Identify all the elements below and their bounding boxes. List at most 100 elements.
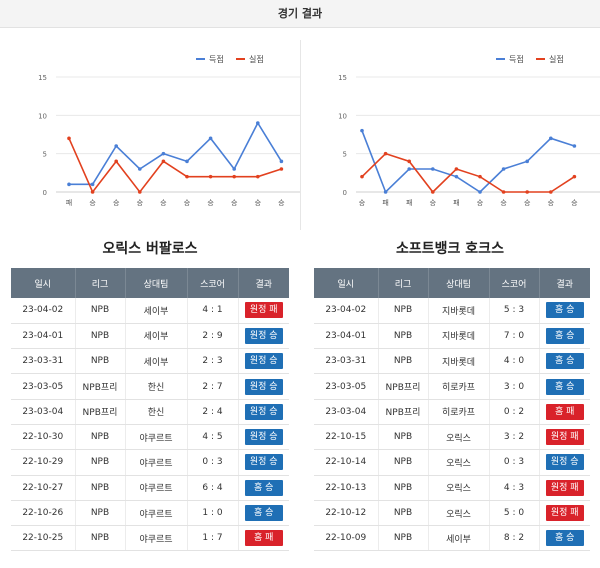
data-point-scored bbox=[478, 190, 482, 194]
x-tick-label: 승 bbox=[430, 199, 437, 207]
data-point-scored bbox=[407, 167, 411, 171]
cell-score: 8 : 2 bbox=[489, 525, 540, 552]
y-tick-label: 15 bbox=[338, 74, 347, 82]
data-point-conceded bbox=[572, 174, 577, 179]
table-row: 22-10-12 NPB 오릭스 5 : 0 원정 패 bbox=[314, 500, 590, 527]
cell-opponent: 세이부 bbox=[125, 323, 188, 350]
cell-score: 2 : 9 bbox=[187, 323, 239, 350]
x-tick-label: 패 bbox=[66, 198, 72, 207]
team-title-softbank: 소프트뱅크 호크스 bbox=[396, 241, 504, 257]
cell-league: NPB bbox=[378, 323, 429, 350]
x-tick-label: 승 bbox=[278, 199, 285, 207]
panel-divider bbox=[300, 40, 301, 230]
table-row: 23-03-04 NPB프리 한신 2 : 4 원정 승 bbox=[11, 399, 289, 425]
cell-date: 22-10-15 bbox=[314, 424, 379, 451]
data-point-scored bbox=[525, 159, 529, 164]
y-tick-label: 10 bbox=[38, 112, 47, 120]
cell-score: 5 : 3 bbox=[489, 298, 540, 324]
x-tick-label: 승 bbox=[207, 199, 214, 207]
result-badge: 원정 패 bbox=[244, 302, 283, 319]
x-tick-label: 승 bbox=[359, 199, 366, 207]
table-row: 22-10-26 NPB 야쿠르트 1 : 0 홈 승 bbox=[11, 500, 289, 527]
cell-opponent: 지바롯데 bbox=[428, 348, 490, 375]
cell-league: NPB bbox=[378, 525, 429, 552]
cell-opponent: 한신 bbox=[125, 373, 188, 400]
data-point-scored bbox=[431, 167, 435, 171]
x-tick-label: 패 bbox=[382, 198, 388, 207]
x-tick-label: 승 bbox=[477, 199, 484, 207]
cell-league: NPB프리 bbox=[378, 373, 429, 400]
data-point-scored bbox=[185, 159, 189, 164]
data-point-scored bbox=[161, 151, 166, 156]
cell-league: NPB프리 bbox=[75, 373, 126, 400]
table-row: 23-03-05 NPB프리 한신 2 : 7 원정 승 bbox=[11, 373, 289, 400]
cell-result: 홈 승 bbox=[238, 475, 289, 501]
cell-league: NPB bbox=[75, 475, 126, 501]
cell-score: 7 : 0 bbox=[489, 323, 540, 350]
cell-date: 22-10-26 bbox=[11, 500, 76, 527]
column-header-league: 리그 bbox=[378, 268, 429, 298]
result-badge: 홈 승 bbox=[545, 327, 584, 344]
chart-legend: 득점 실점 bbox=[196, 54, 264, 64]
cell-date: 22-10-29 bbox=[11, 449, 76, 476]
cell-date: 23-03-04 bbox=[314, 399, 379, 425]
result-badge: 홈 승 bbox=[244, 479, 283, 496]
column-header-result: 결과 bbox=[539, 268, 590, 298]
x-tick-label: 승 bbox=[500, 199, 507, 207]
data-point-scored bbox=[67, 182, 71, 187]
cell-league: NPB bbox=[378, 298, 429, 324]
y-tick-label: 5 bbox=[343, 151, 347, 159]
data-point-scored bbox=[255, 121, 260, 125]
results-table-orix: 일시 리그 상대팀 스코어 결과 23-04-02 NPB 세이부 4 : 1 원정 패… bbox=[11, 268, 289, 552]
table-row: 22-10-09 NPB 세이부 8 : 2 홈 승 bbox=[314, 525, 590, 552]
cell-date: 23-04-01 bbox=[11, 323, 76, 350]
cell-result: 홈 승 bbox=[539, 323, 590, 350]
cell-result: 원정 승 bbox=[238, 424, 289, 451]
cell-date: 22-10-14 bbox=[314, 449, 379, 476]
result-badge: 원정 승 bbox=[244, 378, 283, 395]
cell-opponent: 야쿠르트 bbox=[125, 475, 188, 501]
cell-result: 원정 승 bbox=[539, 449, 590, 476]
x-tick-label: 승 bbox=[571, 199, 578, 207]
cell-opponent: 오릭스 bbox=[428, 475, 490, 501]
cell-date: 23-04-01 bbox=[314, 323, 379, 350]
cell-score: 4 : 1 bbox=[187, 298, 239, 324]
y-tick-label: 15 bbox=[38, 74, 47, 82]
cell-opponent: 지바롯데 bbox=[428, 298, 490, 324]
cell-date: 22-10-27 bbox=[11, 475, 76, 501]
data-point-conceded bbox=[114, 159, 118, 164]
page-title: 경기 결과 bbox=[0, 0, 600, 28]
table-row: 22-10-29 NPB 야쿠르트 0 : 3 원정 승 bbox=[11, 449, 289, 476]
x-tick-label: 승 bbox=[137, 199, 144, 207]
table-row: 22-10-14 NPB 오릭스 0 : 3 원정 승 bbox=[314, 449, 590, 476]
result-badge: 원정 패 bbox=[545, 505, 584, 522]
team-title-orix: 오릭스 버팔로스 bbox=[102, 241, 198, 257]
cell-date: 23-03-04 bbox=[11, 399, 76, 425]
result-badge: 홈 패 bbox=[244, 530, 283, 547]
column-header-league: 리그 bbox=[75, 268, 126, 298]
data-point-conceded bbox=[525, 190, 529, 194]
column-header-score: 스코어 bbox=[489, 268, 540, 298]
cell-league: NPB bbox=[75, 424, 126, 451]
cell-opponent: 히로카프 bbox=[428, 373, 490, 400]
cell-date: 23-03-05 bbox=[314, 373, 379, 400]
cell-score: 2 : 4 bbox=[187, 399, 239, 425]
cell-date: 22-10-30 bbox=[11, 424, 76, 451]
y-tick-label: 10 bbox=[338, 112, 347, 120]
cell-score: 6 : 4 bbox=[187, 475, 239, 501]
cell-date: 22-10-12 bbox=[314, 500, 379, 527]
cell-opponent: 야쿠르트 bbox=[125, 449, 188, 476]
legend-label-scored: 득점 bbox=[509, 54, 524, 64]
cell-score: 0 : 2 bbox=[489, 399, 540, 425]
cell-opponent: 히로카프 bbox=[428, 399, 490, 425]
cell-result: 홈 승 bbox=[539, 373, 590, 400]
data-point-scored bbox=[501, 167, 506, 171]
series-line-scored bbox=[361, 130, 575, 194]
cell-league: NPB bbox=[378, 449, 429, 476]
data-point-scored bbox=[279, 159, 284, 164]
table-row: 23-04-01 NPB 세이부 2 : 9 원정 승 bbox=[11, 323, 289, 350]
result-badge: 원정 패 bbox=[545, 479, 584, 496]
cell-date: 23-03-05 bbox=[11, 373, 76, 400]
cell-league: NPB bbox=[378, 424, 429, 451]
